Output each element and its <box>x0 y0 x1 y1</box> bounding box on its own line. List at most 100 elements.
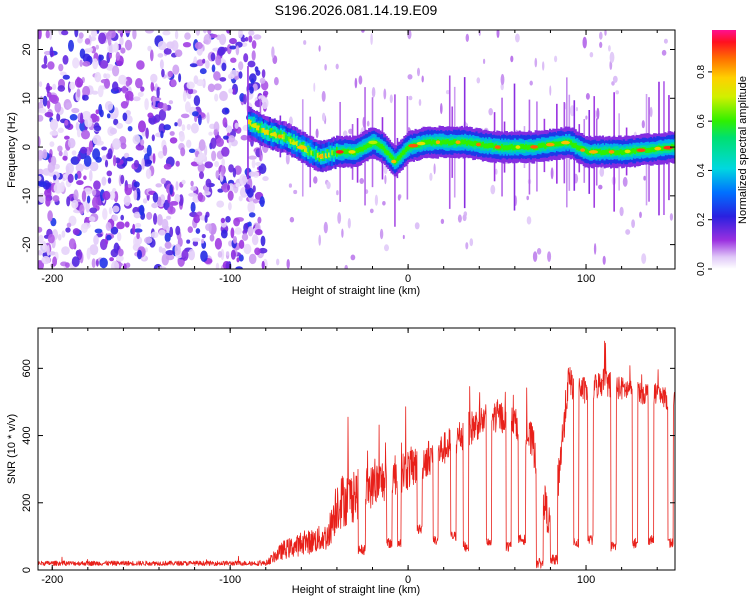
spectrogram-noise-cell <box>147 45 152 52</box>
spectrogram-noise-cell <box>69 81 76 90</box>
spectrogram-ridge-cell <box>483 143 486 149</box>
spectrogram-noise-cell <box>120 174 125 185</box>
spectrogram-noise-cell <box>89 169 93 182</box>
spectrogram-noise-cell <box>228 164 235 173</box>
spectrogram-speckle <box>347 218 351 229</box>
spectrogram-noise-cell <box>259 77 266 84</box>
spectrogram-noise-cell <box>204 214 208 223</box>
spectrogram-ridge-cell <box>446 139 449 144</box>
spectrogram-speckle <box>323 221 328 234</box>
spectrogram-noise-cell <box>220 248 225 261</box>
spectrogram-noise-cell <box>95 109 100 115</box>
spectrogram-ridge-cell <box>553 141 556 147</box>
spectrogram-speckle <box>324 64 327 71</box>
spectrogram-noise-cell <box>84 116 93 128</box>
spectrogram-noise-cell <box>213 129 218 136</box>
snr-xtick-label: -100 <box>219 574 241 586</box>
spectrogram-noise-cell <box>233 217 241 227</box>
spectrogram-speckle <box>315 128 319 139</box>
spectrogram-ridge-cell <box>363 145 366 150</box>
spectrogram-noise-cell <box>190 123 199 134</box>
spectrogram-noise-cell <box>49 141 55 148</box>
spectrogram-noise-cell <box>53 174 57 181</box>
spectrogram-speckle <box>286 259 290 269</box>
spectrogram-speckle <box>407 74 413 80</box>
spectrogram-noise-cell <box>109 127 117 135</box>
spectrogram-noise-cell <box>112 155 117 167</box>
spectrogram-noise-cell <box>94 71 102 83</box>
spectrogram-peak <box>476 142 481 147</box>
spectrogram-noise-cell <box>41 256 51 265</box>
spectrogram-ridge-cell <box>488 143 491 148</box>
spectrogram-noise-cell <box>210 137 217 149</box>
spectrogram-noise-cell <box>117 232 122 242</box>
spectrogram-noise-cell <box>120 214 124 221</box>
spectrogram-noise-cell <box>124 39 133 51</box>
spectrogram-noise-cell <box>82 61 91 67</box>
snr-ticks: -200 -100 0 100 0 200 400 600 <box>21 328 675 586</box>
spectrogram-noise-cell <box>68 39 74 52</box>
spectrogram-noise-cell <box>219 77 227 82</box>
spectrogram-speckle <box>532 251 538 262</box>
spectrogram-ridge-cell <box>507 145 510 151</box>
spectrogram-noise-cell <box>83 155 92 167</box>
spectrogram-ridge-cell <box>648 147 651 153</box>
spectrogram-noise-cell <box>113 118 119 126</box>
spectrogram-noise-cell <box>191 237 201 242</box>
spectrogram-peak <box>515 145 521 149</box>
spectrogram-noise-cell <box>57 145 63 152</box>
spectrogram-noise-cell <box>133 159 140 168</box>
spectrogram-noise-cell <box>157 196 162 206</box>
spectrogram-ridge-cell <box>481 141 484 147</box>
spectrogram-noise-cell <box>39 243 48 253</box>
spectrogram-noise-cell <box>122 112 128 122</box>
spectrogram-noise-cell <box>160 130 164 139</box>
snr-xtick-label: 0 <box>405 574 411 586</box>
spectrogram-ridge-cell <box>260 127 263 133</box>
spectrogram-noise-cell <box>38 181 47 188</box>
spectrogram-noise-cell <box>239 174 248 186</box>
colorbar-tick-label: 0.6 <box>696 114 707 128</box>
spectrogram-ridge-cell <box>597 149 600 154</box>
spectrogram-speckle <box>271 46 275 59</box>
spectrogram-noise-cell <box>76 128 81 138</box>
spectrogram-noise-cell <box>44 111 54 118</box>
spectrogram-ridge-cell <box>356 148 360 153</box>
spectrogram-noise-cell <box>110 248 119 258</box>
spectrogram-speckle <box>619 206 624 217</box>
spectrogram-ridge-cell <box>616 150 619 155</box>
spectrogram-noise-cell <box>190 201 196 213</box>
spectrogram-noise-cell <box>76 88 81 98</box>
spectrogram-noise-cell <box>233 236 237 244</box>
spectrogram-noise-cell <box>118 74 127 85</box>
spectrogram-speckle <box>440 218 445 224</box>
spectrogram-speckle <box>421 75 424 83</box>
spectrogram-noise-cell <box>200 250 208 262</box>
spectrogram-noise-cell <box>117 30 123 34</box>
spectrogram-ridge-cell <box>286 135 289 141</box>
spectrogram-peak <box>636 148 646 152</box>
spectrogram-peak <box>391 159 397 164</box>
spectrogram-noise-cell <box>219 90 228 102</box>
spectrogram-speckle <box>337 212 342 224</box>
spectrogram-noise-cell <box>188 249 196 261</box>
spectrogram-noise-cell <box>147 112 154 119</box>
spectrogram-ridge-cell <box>425 139 428 145</box>
spectrogram-noise-cell <box>179 132 185 142</box>
spectrogram-speckle <box>639 211 642 218</box>
snr-series-line <box>38 340 675 569</box>
spectrogram-ridge-cell <box>441 139 444 145</box>
spectrogram-speckle <box>488 108 494 116</box>
spectrogram-noise-cell <box>81 222 91 230</box>
spectrogram-ridge-cell <box>366 143 369 148</box>
spectrogram-noise-cell <box>71 199 79 209</box>
spectrogram-ridge-cell <box>485 143 488 149</box>
spectrogram-ridge-cell <box>432 139 435 145</box>
spectrogram-ridge-cell <box>558 141 561 147</box>
spectrogram-noise-cell <box>162 103 168 112</box>
spectrogram-noise-cell <box>38 30 42 40</box>
spectrogram-speckle <box>344 264 348 269</box>
spectrogram-speckle <box>465 33 469 43</box>
spectrogram-ridge-cell <box>443 139 446 145</box>
spectrogram-ridge-cell <box>406 145 409 151</box>
